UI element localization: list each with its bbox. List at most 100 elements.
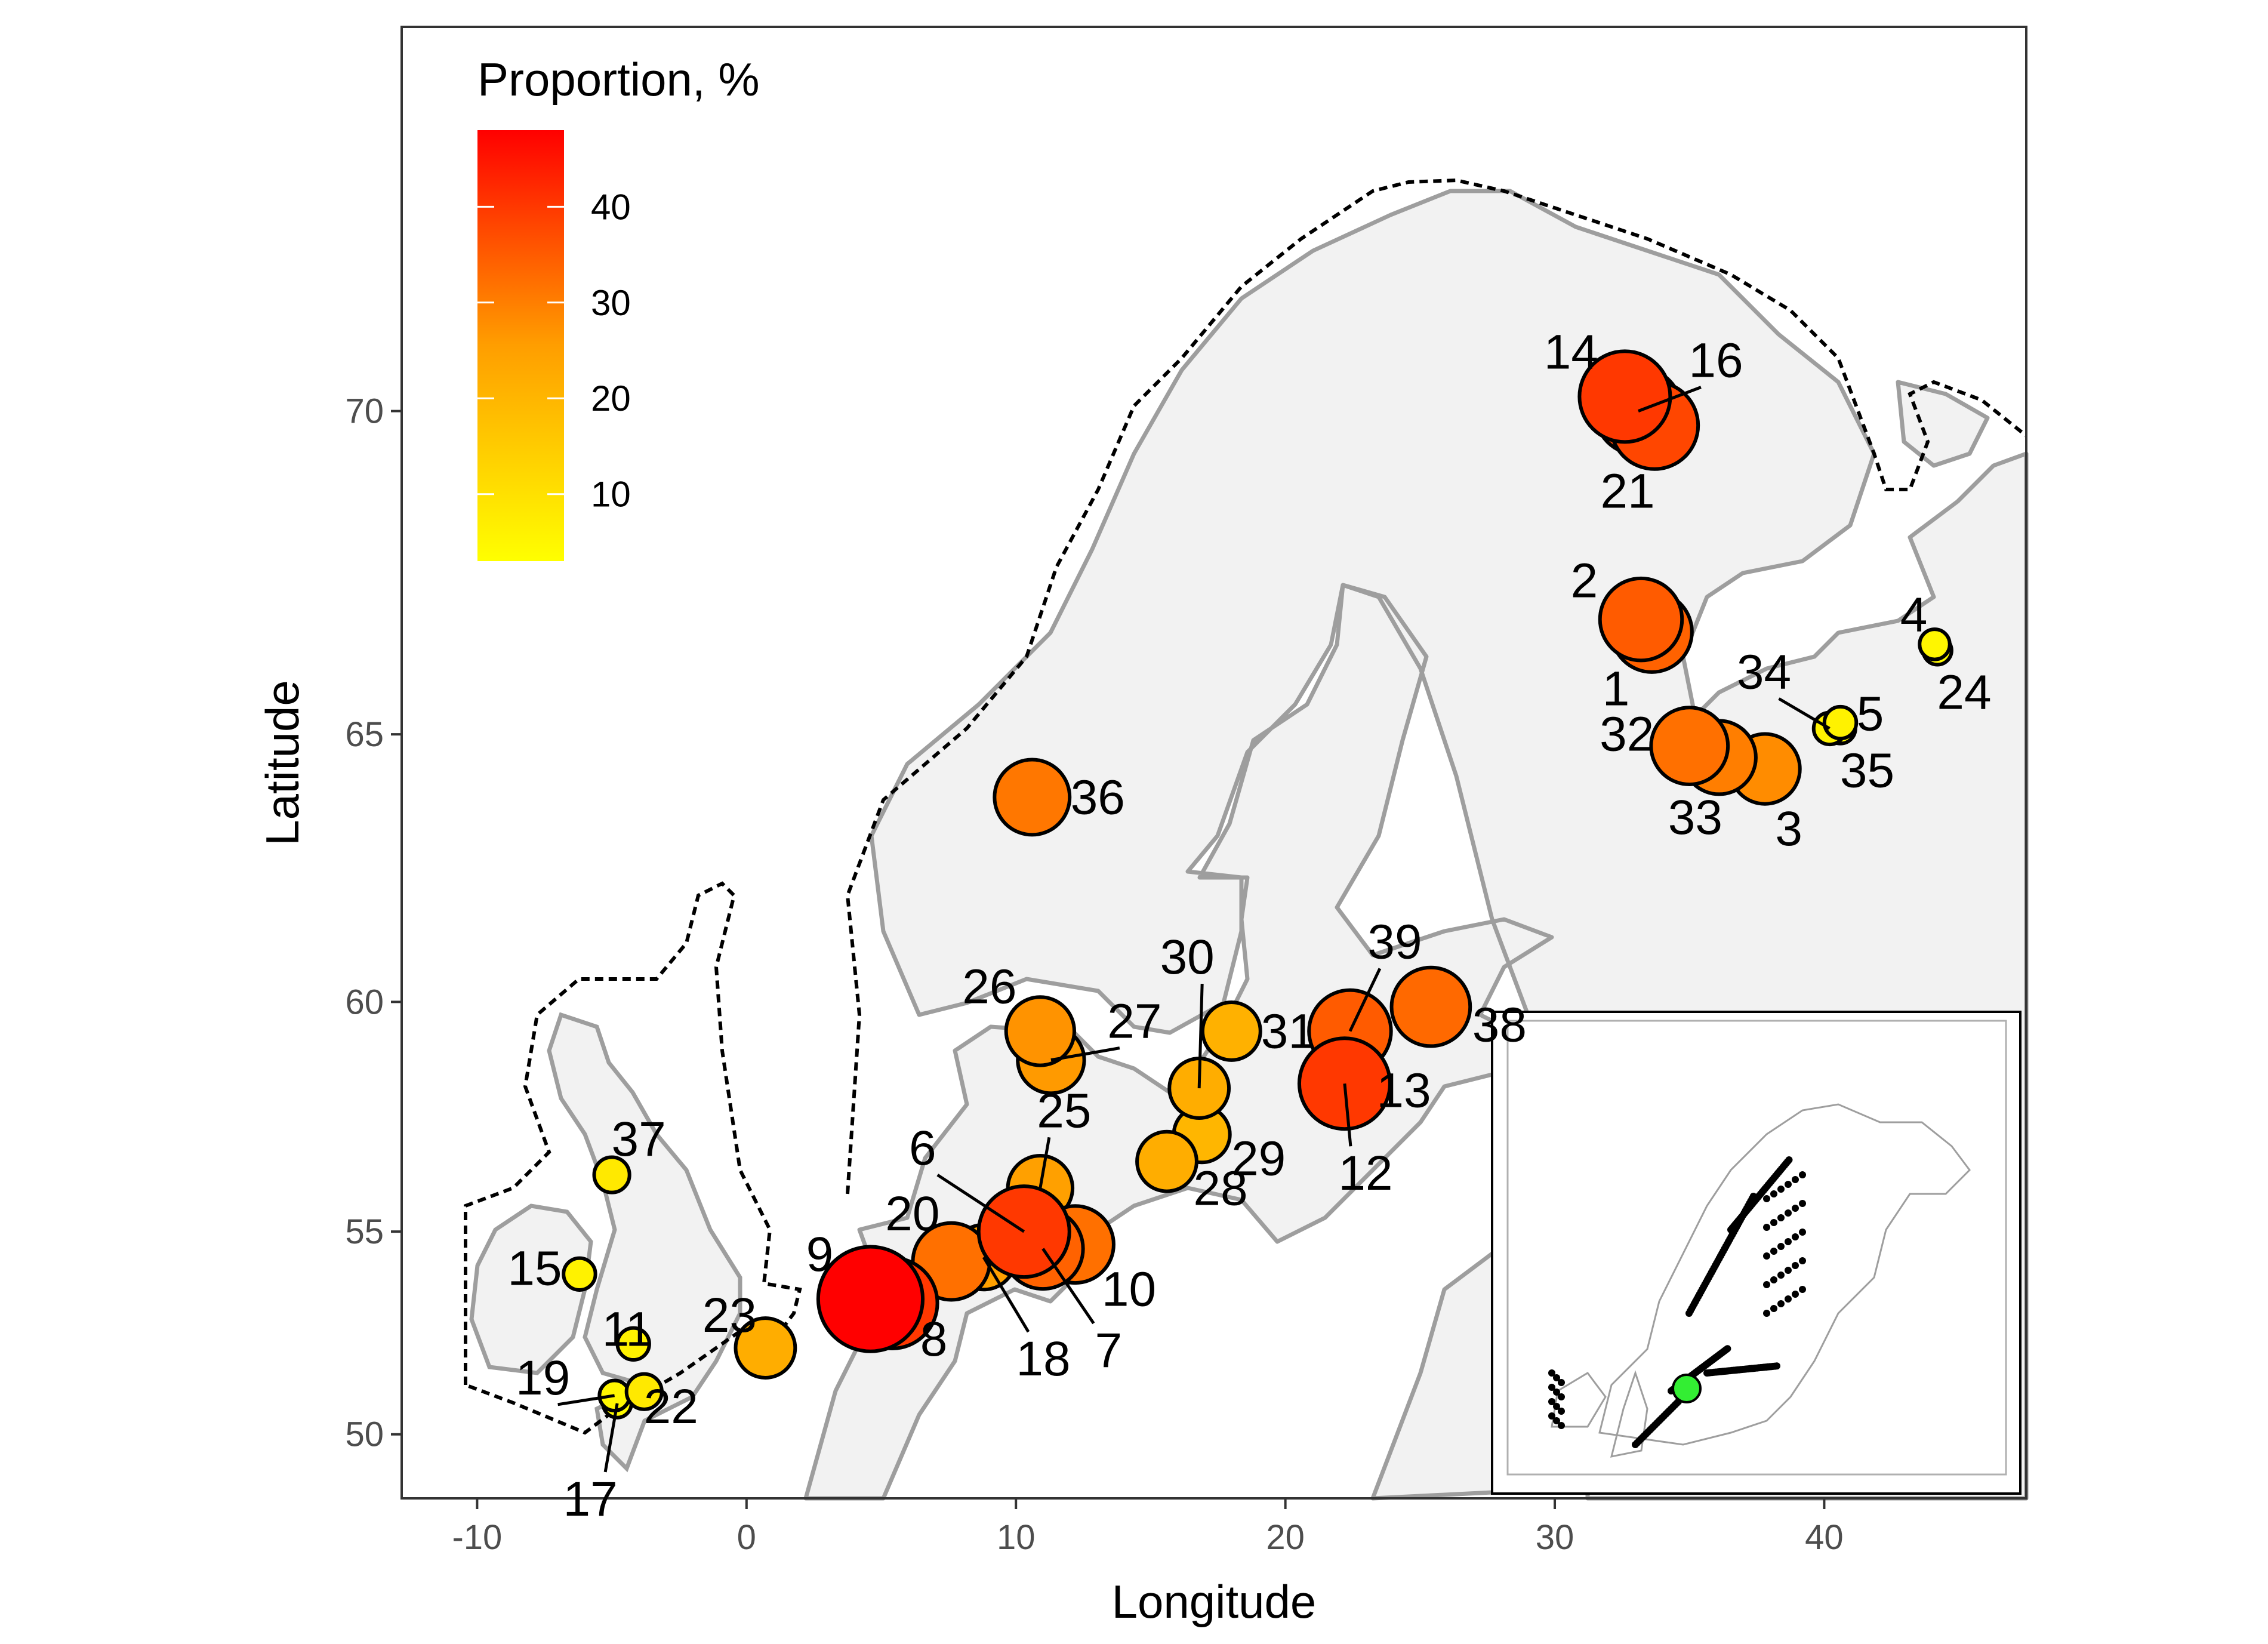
inset-point [1799, 1286, 1806, 1293]
site-label-15: 15 [507, 1241, 562, 1295]
y-tick-label: 55 [345, 1212, 384, 1251]
inset-point [1548, 1384, 1555, 1391]
site-label-38: 38 [1472, 998, 1527, 1052]
y-tick-label: 70 [345, 392, 384, 431]
inset-point [1785, 1267, 1792, 1274]
inset-point [1799, 1257, 1806, 1264]
inset-point [1792, 1176, 1799, 1183]
inset-point [1792, 1262, 1799, 1269]
site-label-20: 20 [885, 1187, 939, 1241]
site-label-12: 12 [1338, 1146, 1392, 1200]
y-axis-ticks: 50 55 60 65 70 [345, 392, 402, 1454]
site-marker-31 [1200, 1000, 1262, 1062]
site-marker-32 [1649, 706, 1730, 787]
site-marker-2 [1598, 576, 1684, 663]
site-label-32: 32 [1600, 707, 1654, 762]
color-legend: Proportion, % 10 20 30 40 [477, 53, 760, 561]
panel-border [400, 26, 2027, 1500]
site-label-8: 8 [920, 1312, 948, 1366]
x-tick-label: 0 [737, 1518, 756, 1557]
inset-point [1777, 1243, 1785, 1250]
site-label-3: 3 [1775, 802, 1802, 856]
site-label-9: 9 [806, 1227, 834, 1282]
inset-point [1553, 1403, 1560, 1410]
legend-tick-label: 20 [591, 378, 631, 418]
x-axis: -10 0 10 20 30 40 Longitude [452, 1498, 1844, 1628]
inset-point [1777, 1272, 1785, 1279]
study-area-boundary [464, 178, 2027, 1435]
site-label-28: 28 [1193, 1162, 1247, 1216]
leader-line-34 [1778, 697, 1831, 730]
inset-sample-points [1548, 1156, 1806, 1448]
site-label-4: 4 [1900, 587, 1928, 642]
inset-point [1548, 1369, 1555, 1377]
leader-line-27 [1050, 1046, 1120, 1062]
inset-point [1785, 1238, 1792, 1245]
site-marker-15 [562, 1256, 597, 1292]
site-label-16: 16 [1688, 334, 1743, 388]
site-marker-36 [993, 758, 1072, 837]
legend-colorbar [477, 130, 564, 561]
site-label-14: 14 [1544, 325, 1598, 379]
leader-line-12 [1343, 1083, 1352, 1147]
site-label-39: 39 [1367, 915, 1422, 969]
site-marker-38 [1389, 965, 1472, 1048]
site-label-37: 37 [611, 1112, 665, 1166]
inset-point [1553, 1417, 1560, 1424]
leader-line-30 [1197, 983, 1204, 1089]
inset-land [1551, 1103, 1971, 1458]
inset-point [1548, 1412, 1555, 1420]
inset-point [1763, 1252, 1770, 1260]
inset-point [1785, 1181, 1792, 1188]
y-axis: 50 55 60 65 70 Latitude [256, 392, 402, 1454]
inset-point [1558, 1393, 1565, 1400]
leader-line-6 [936, 1174, 1025, 1233]
label-leader-lines [557, 386, 1831, 1473]
site-label-35: 35 [1840, 744, 1894, 798]
leader-line-7 [1041, 1248, 1095, 1325]
legend-title: Proportion, % [477, 53, 760, 106]
site-label-27: 27 [1107, 995, 1161, 1049]
site-label-36: 36 [1071, 770, 1125, 824]
site-marker-35 [1822, 704, 1859, 741]
leader-line-18 [982, 1256, 1030, 1333]
landmass-ireland [469, 1203, 593, 1375]
site-marker-26 [1004, 995, 1076, 1067]
site-label-31: 31 [1261, 1004, 1315, 1058]
x-tick-label: 10 [997, 1518, 1036, 1557]
inset-point [1792, 1233, 1799, 1240]
site-label-34: 34 [1737, 645, 1791, 699]
site-labels: 1234567891011121314151617181920212223242… [507, 325, 1991, 1526]
site-label-18: 18 [1016, 1332, 1070, 1386]
site-label-11: 11 [602, 1302, 653, 1356]
inset-point [1792, 1205, 1799, 1212]
inset-point [1799, 1171, 1806, 1178]
site-label-13: 13 [1376, 1064, 1431, 1118]
site-label-30: 30 [1160, 930, 1215, 984]
inset-point [1763, 1281, 1770, 1288]
leader-line-19 [557, 1394, 615, 1406]
legend-tick-label: 40 [591, 187, 631, 227]
x-tick-label: 30 [1536, 1518, 1574, 1557]
site-marker-11 [615, 1326, 651, 1362]
site-marker-4 [1918, 627, 1952, 661]
inset-point [1777, 1300, 1785, 1307]
site-label-25: 25 [1037, 1083, 1091, 1138]
inset-point [1777, 1186, 1785, 1193]
x-axis-title: Longitude [1112, 1575, 1317, 1628]
site-label-6: 6 [909, 1121, 936, 1175]
site-label-33: 33 [1668, 790, 1722, 845]
y-tick-label: 50 [345, 1415, 384, 1454]
site-marker-23 [734, 1316, 797, 1380]
site-markers [562, 349, 1953, 1420]
inset-point [1773, 1362, 1780, 1370]
site-label-7: 7 [1095, 1323, 1123, 1378]
site-marker-14 [1577, 349, 1672, 444]
y-tick-label: 60 [345, 983, 384, 1021]
leader-line-17 [603, 1403, 619, 1473]
inset-point [1799, 1200, 1806, 1207]
site-label-23: 23 [702, 1288, 757, 1343]
inset-point [1553, 1389, 1560, 1396]
inset-point [1548, 1398, 1555, 1405]
